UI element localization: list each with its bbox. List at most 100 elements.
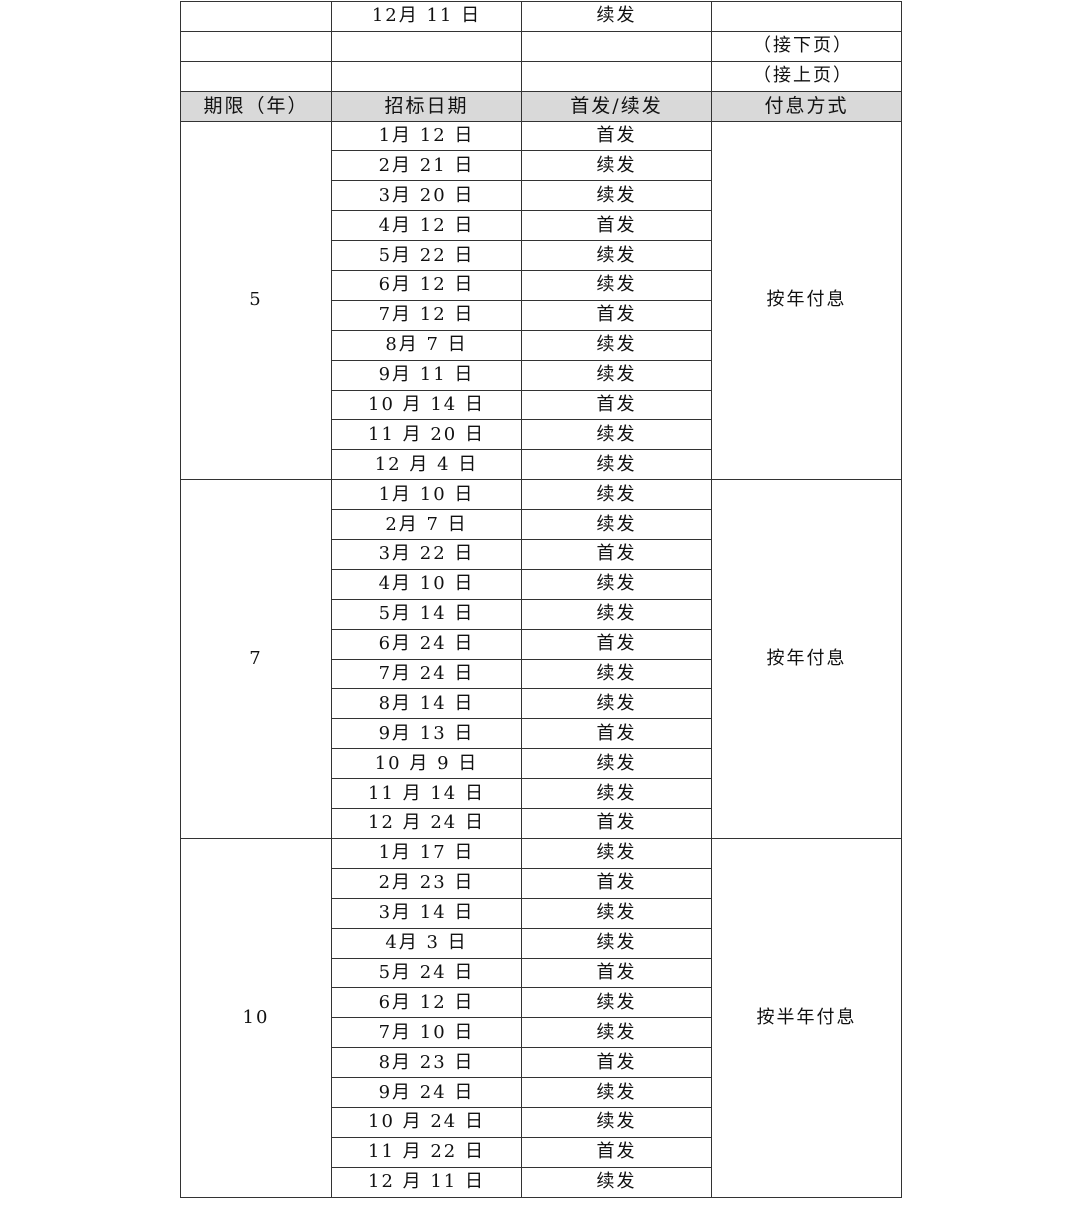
table-row: 12 月 4 日续发 bbox=[181, 449, 902, 481]
date-cell: 1月 12 日 bbox=[331, 120, 522, 152]
date-cell: 2月 23 日 bbox=[331, 867, 522, 899]
table-row: 6月 12 日续发 bbox=[181, 270, 902, 301]
issue-type-cell: 续发 bbox=[521, 509, 712, 541]
date-cell: 4月 12 日 bbox=[331, 210, 522, 242]
date-cell: 7月 12 日 bbox=[331, 299, 522, 331]
date-cell: 2月 7 日 bbox=[331, 509, 522, 541]
header-term: 期限（年） bbox=[180, 90, 332, 122]
table-row: 3月 20 日续发 bbox=[181, 180, 902, 212]
header-issue-type: 首发/续发 bbox=[521, 90, 712, 122]
issue-type-cell: 续发 bbox=[521, 329, 712, 361]
issue-type-cell: 续发 bbox=[521, 359, 712, 391]
bond-issuance-table: 12月 11 日 续发 （接下页） （接上页） 期限（年） 招标日期 首发/续发… bbox=[180, 1, 902, 1198]
issue-type-cell: 续发 bbox=[521, 778, 712, 810]
date-cell: 10 月 14 日 bbox=[331, 389, 522, 421]
table-row: 11 月 22 日首发 bbox=[181, 1136, 902, 1168]
table-row: 12 月 11 日续发 bbox=[181, 1166, 902, 1198]
date-cell: 12 月 4 日 bbox=[331, 449, 522, 481]
date-cell bbox=[331, 30, 522, 62]
date-cell: 8月 23 日 bbox=[331, 1047, 522, 1079]
term-cell: 10 bbox=[180, 837, 332, 1198]
table-row: 10 月 14 日首发 bbox=[181, 389, 902, 421]
issue-type-cell: 续发 bbox=[521, 180, 712, 212]
date-cell: 6月 12 日 bbox=[331, 987, 522, 1019]
header-date: 招标日期 bbox=[331, 90, 522, 122]
table-row: 5 1月 12 日首发 按年付息 bbox=[180, 120, 902, 481]
issue-type-cell: 续发 bbox=[521, 419, 712, 451]
issue-type-cell: 续发 bbox=[521, 1166, 712, 1198]
issue-type-cell: 首发 bbox=[521, 957, 712, 989]
issue-type-cell: 续发 bbox=[521, 658, 712, 690]
date-cell: 11 月 20 日 bbox=[331, 419, 522, 451]
date-cell: 9月 13 日 bbox=[331, 718, 522, 750]
table-row: 9月 11 日续发 bbox=[181, 359, 902, 391]
date-cell: 6月 12 日 bbox=[331, 270, 522, 301]
table-row: 2月 23 日首发 bbox=[181, 867, 902, 899]
issue-type-cell: 首发 bbox=[521, 539, 712, 570]
issue-type-cell: 续发 bbox=[521, 1, 712, 32]
table-row: 10 1月 17 日续发 按半年付息 bbox=[180, 837, 902, 1198]
table-row: 8月 7 日续发 bbox=[181, 329, 902, 361]
table-row: 4月 12 日首发 bbox=[181, 210, 902, 242]
issue-type-cell: 续发 bbox=[521, 270, 712, 301]
term-cell bbox=[180, 60, 332, 92]
date-cell: 7月 10 日 bbox=[331, 1017, 522, 1049]
table-row: 11 月 20 日续发 bbox=[181, 419, 902, 451]
issue-type-cell: 首发 bbox=[521, 1136, 712, 1168]
term-cell bbox=[180, 30, 332, 62]
date-cell: 3月 22 日 bbox=[331, 539, 522, 570]
date-cell: 11 月 14 日 bbox=[331, 778, 522, 810]
issue-type-cell: 续发 bbox=[521, 897, 712, 929]
issue-type-cell: 续发 bbox=[521, 240, 712, 272]
date-cell: 5月 22 日 bbox=[331, 240, 522, 272]
issue-type-cell bbox=[521, 30, 712, 62]
date-cell: 5月 24 日 bbox=[331, 957, 522, 989]
continued-next-page-note: （接下页） bbox=[711, 30, 902, 62]
issue-type-cell: 续发 bbox=[521, 150, 712, 182]
issue-type-cell bbox=[521, 60, 712, 92]
date-cell: 3月 14 日 bbox=[331, 897, 522, 929]
date-cell: 12月 11 日 bbox=[331, 1, 522, 32]
table-row: 2月 21 日续发 bbox=[181, 150, 902, 182]
date-cell: 8月 7 日 bbox=[331, 329, 522, 361]
date-cell: 2月 21 日 bbox=[331, 150, 522, 182]
date-cell: 12 月 11 日 bbox=[331, 1166, 522, 1198]
table-row: 7 1月 10 日续发 按年付息 bbox=[180, 479, 902, 839]
date-cell: 10 月 24 日 bbox=[331, 1106, 522, 1138]
issue-type-cell: 首发 bbox=[521, 389, 712, 421]
issue-type-cell: 首发 bbox=[521, 120, 712, 152]
table-row: 5月 22 日续发 bbox=[181, 240, 902, 272]
table-row: 2月 7 日续发 bbox=[181, 509, 902, 541]
issue-type-cell: 续发 bbox=[521, 1017, 712, 1049]
date-cell: 3月 20 日 bbox=[331, 180, 522, 212]
table-row: 5月 14 日续发 bbox=[181, 598, 902, 630]
date-cell: 10 月 9 日 bbox=[331, 748, 522, 780]
date-cell: 7月 24 日 bbox=[331, 658, 522, 690]
table-row: 12 月 24 日首发 bbox=[181, 808, 902, 839]
issue-type-cell: 首发 bbox=[521, 628, 712, 660]
date-cell: 1月 17 日 bbox=[331, 837, 522, 869]
table-row: 7月 10 日续发 bbox=[181, 1017, 902, 1049]
issue-type-cell: 首发 bbox=[521, 808, 712, 839]
issue-type-cell: 首发 bbox=[521, 1047, 712, 1079]
table-row: 12月 11 日 续发 bbox=[180, 1, 902, 32]
date-cell: 9月 11 日 bbox=[331, 359, 522, 391]
issue-type-cell: 续发 bbox=[521, 449, 712, 481]
continued-from-previous-page-note: （接上页） bbox=[711, 60, 902, 92]
issue-type-cell: 续发 bbox=[521, 1106, 712, 1138]
date-cell: 5月 14 日 bbox=[331, 598, 522, 630]
date-cell: 11 月 22 日 bbox=[331, 1136, 522, 1168]
issue-type-cell: 续发 bbox=[521, 688, 712, 720]
issue-type-cell: 续发 bbox=[521, 1077, 712, 1108]
issue-type-cell: 首发 bbox=[521, 718, 712, 750]
table-row: （接上页） bbox=[180, 60, 902, 92]
issue-type-cell: 续发 bbox=[521, 927, 712, 959]
issue-type-cell: 首发 bbox=[521, 299, 712, 331]
term-cell: 7 bbox=[180, 479, 332, 839]
date-cell: 12 月 24 日 bbox=[331, 808, 522, 839]
note-cell bbox=[711, 1, 902, 32]
table-row: 7月 12 日首发 bbox=[181, 299, 902, 331]
date-cell: 6月 24 日 bbox=[331, 628, 522, 660]
date-cell: 8月 14 日 bbox=[331, 688, 522, 720]
interest-method-cell: 按年付息 bbox=[711, 479, 902, 839]
